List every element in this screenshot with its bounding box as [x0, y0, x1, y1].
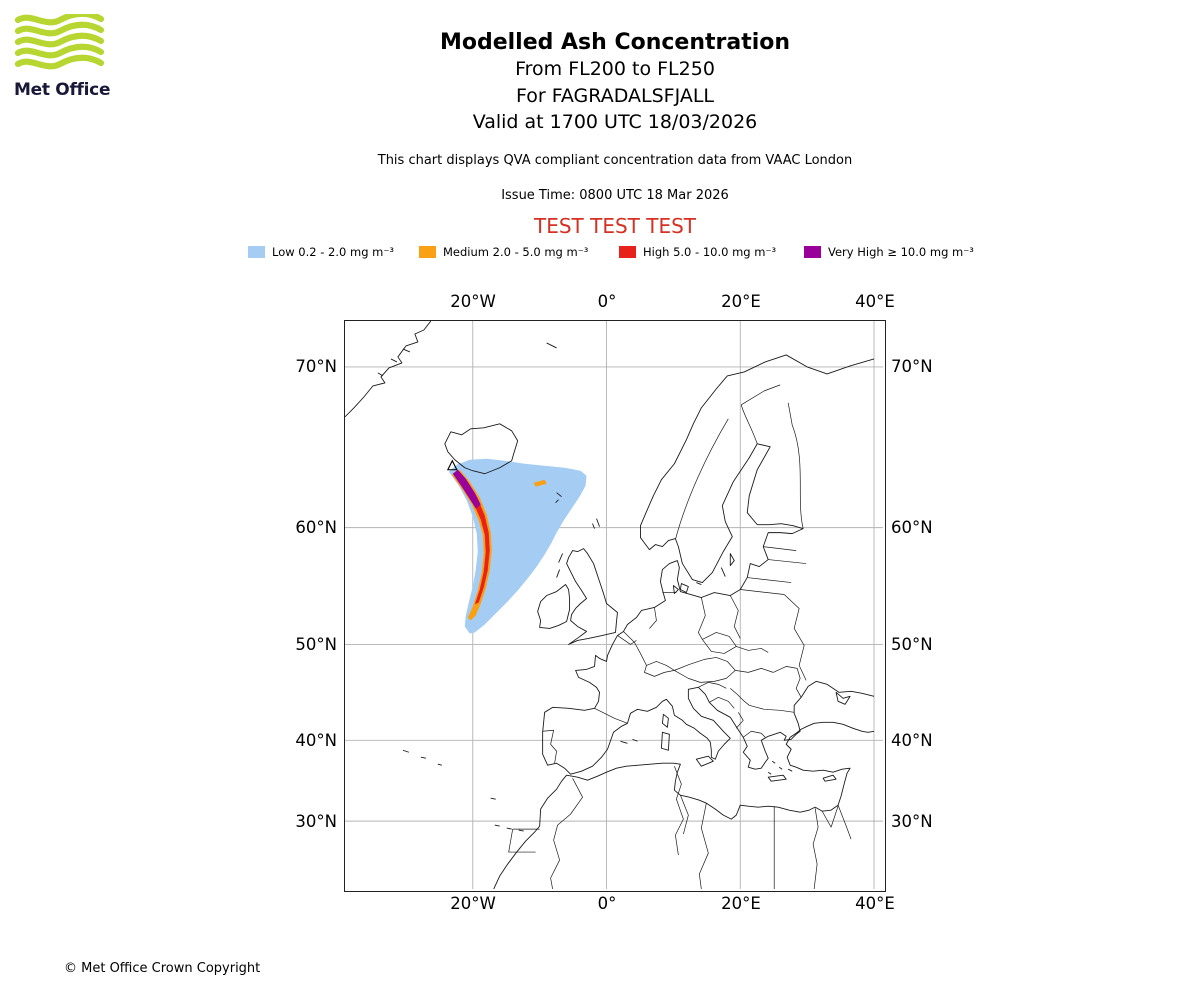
coast-great-britain [566, 548, 618, 645]
legend-swatch-low [248, 246, 265, 258]
legend-label-medium: Medium 2.0 - 5.0 mg m⁻³ [443, 245, 589, 259]
lon-tick-label: 20°W [450, 292, 496, 311]
lon-tick-label: 0° [597, 292, 617, 311]
qva-note: This chart displays QVA compliant concen… [377, 152, 853, 168]
copyright-notice: © Met Office Crown Copyright [64, 961, 261, 976]
ash-concentration-map [344, 320, 886, 892]
coast-iceland [444, 423, 519, 475]
legend-swatch-very-high [804, 246, 821, 258]
coast-anatolia-africa [493, 721, 875, 890]
lon-tick-label: 40°E [855, 894, 895, 913]
lat-tick-label: 50°N [295, 635, 337, 654]
legend-swatch-medium [419, 246, 436, 258]
coast-danish-islands [672, 582, 702, 594]
coast-hebrides [556, 553, 564, 578]
lon-tick-label: 20°W [450, 894, 496, 913]
page-title: Modelled Ash Concentration [439, 30, 791, 55]
met-office-waves-icon [14, 14, 104, 70]
ash-plume-very-high [452, 469, 481, 509]
lon-tick-label: 20°E [721, 292, 761, 311]
legend-item-low: Low 0.2 - 2.0 mg m⁻³ [248, 244, 394, 260]
coast-sardinia [660, 731, 670, 751]
lat-tick-label: 40°N [891, 731, 933, 750]
lat-tick-label: 70°N [891, 357, 933, 376]
subtitle-volcano: For FAGRADALSFJALL [515, 84, 715, 107]
lat-tick-label: 30°N [295, 812, 337, 831]
legend-item-medium: Medium 2.0 - 5.0 mg m⁻³ [419, 244, 588, 260]
coast-jan-mayen [546, 342, 557, 349]
coastlines [344, 320, 875, 890]
coast-oland [720, 567, 726, 577]
coast-madeira [490, 797, 496, 800]
coast-greenland-islands [377, 348, 411, 377]
legend-swatch-high [619, 246, 636, 258]
coast-ireland [537, 584, 571, 629]
lat-tick-label: 60°N [891, 518, 933, 537]
lat-tick-label: 30°N [891, 812, 933, 831]
met-office-logo-text: Met Office [14, 80, 111, 100]
lon-tick-label: 0° [597, 894, 617, 913]
lon-tick-label: 40°E [855, 292, 895, 311]
coast-faroe [555, 492, 562, 503]
coast-cyprus [822, 774, 837, 782]
issue-time: Issue Time: 0800 UTC 18 Mar 2026 [501, 187, 729, 203]
coast-crete [767, 774, 787, 782]
legend-label-high: High 5.0 - 10.0 mg m⁻³ [643, 245, 777, 259]
coast-gotland [729, 553, 735, 567]
ash-plume [448, 458, 587, 634]
coast-shetland [592, 518, 600, 529]
legend-label-low: Low 0.2 - 2.0 mg m⁻³ [272, 245, 395, 259]
volcano-marker-icon [446, 459, 458, 471]
coast-crimea [835, 691, 851, 705]
map-canvas [344, 320, 883, 890]
coast-canaries [494, 824, 524, 832]
ash-plume-medium-patch [533, 479, 547, 487]
graticule [345, 321, 883, 889]
coast-azores [402, 749, 442, 766]
legend-item-very-high: Very High ≥ 10.0 mg m⁻³ [804, 244, 974, 260]
legend-item-high: High 5.0 - 10.0 mg m⁻³ [619, 244, 776, 260]
coast-balearics [620, 738, 638, 744]
lat-tick-label: 40°N [295, 731, 337, 750]
lat-tick-label: 60°N [295, 518, 337, 537]
lat-tick-label: 50°N [891, 635, 933, 654]
coast-mainland-europe [542, 354, 875, 775]
coast-corsica [661, 713, 669, 728]
lon-tick-label: 20°E [721, 894, 761, 913]
lat-tick-label: 70°N [295, 357, 337, 376]
country-borders [508, 384, 852, 890]
coast-greenland [344, 320, 432, 418]
subtitle-valid-time: Valid at 1700 UTC 18/03/2026 [472, 111, 758, 133]
coast-sicily [695, 755, 714, 767]
test-banner: TEST TEST TEST [533, 213, 696, 238]
coast-aegean-islands [767, 760, 793, 775]
subtitle-flight-levels: From FL200 to FL250 [515, 58, 715, 80]
header-block: Modelled Ash Concentration From FL200 to… [30, 30, 1200, 238]
met-office-logo: Met Office [14, 14, 124, 100]
legend-label-very-high: Very High ≥ 10.0 mg m⁻³ [828, 245, 974, 259]
